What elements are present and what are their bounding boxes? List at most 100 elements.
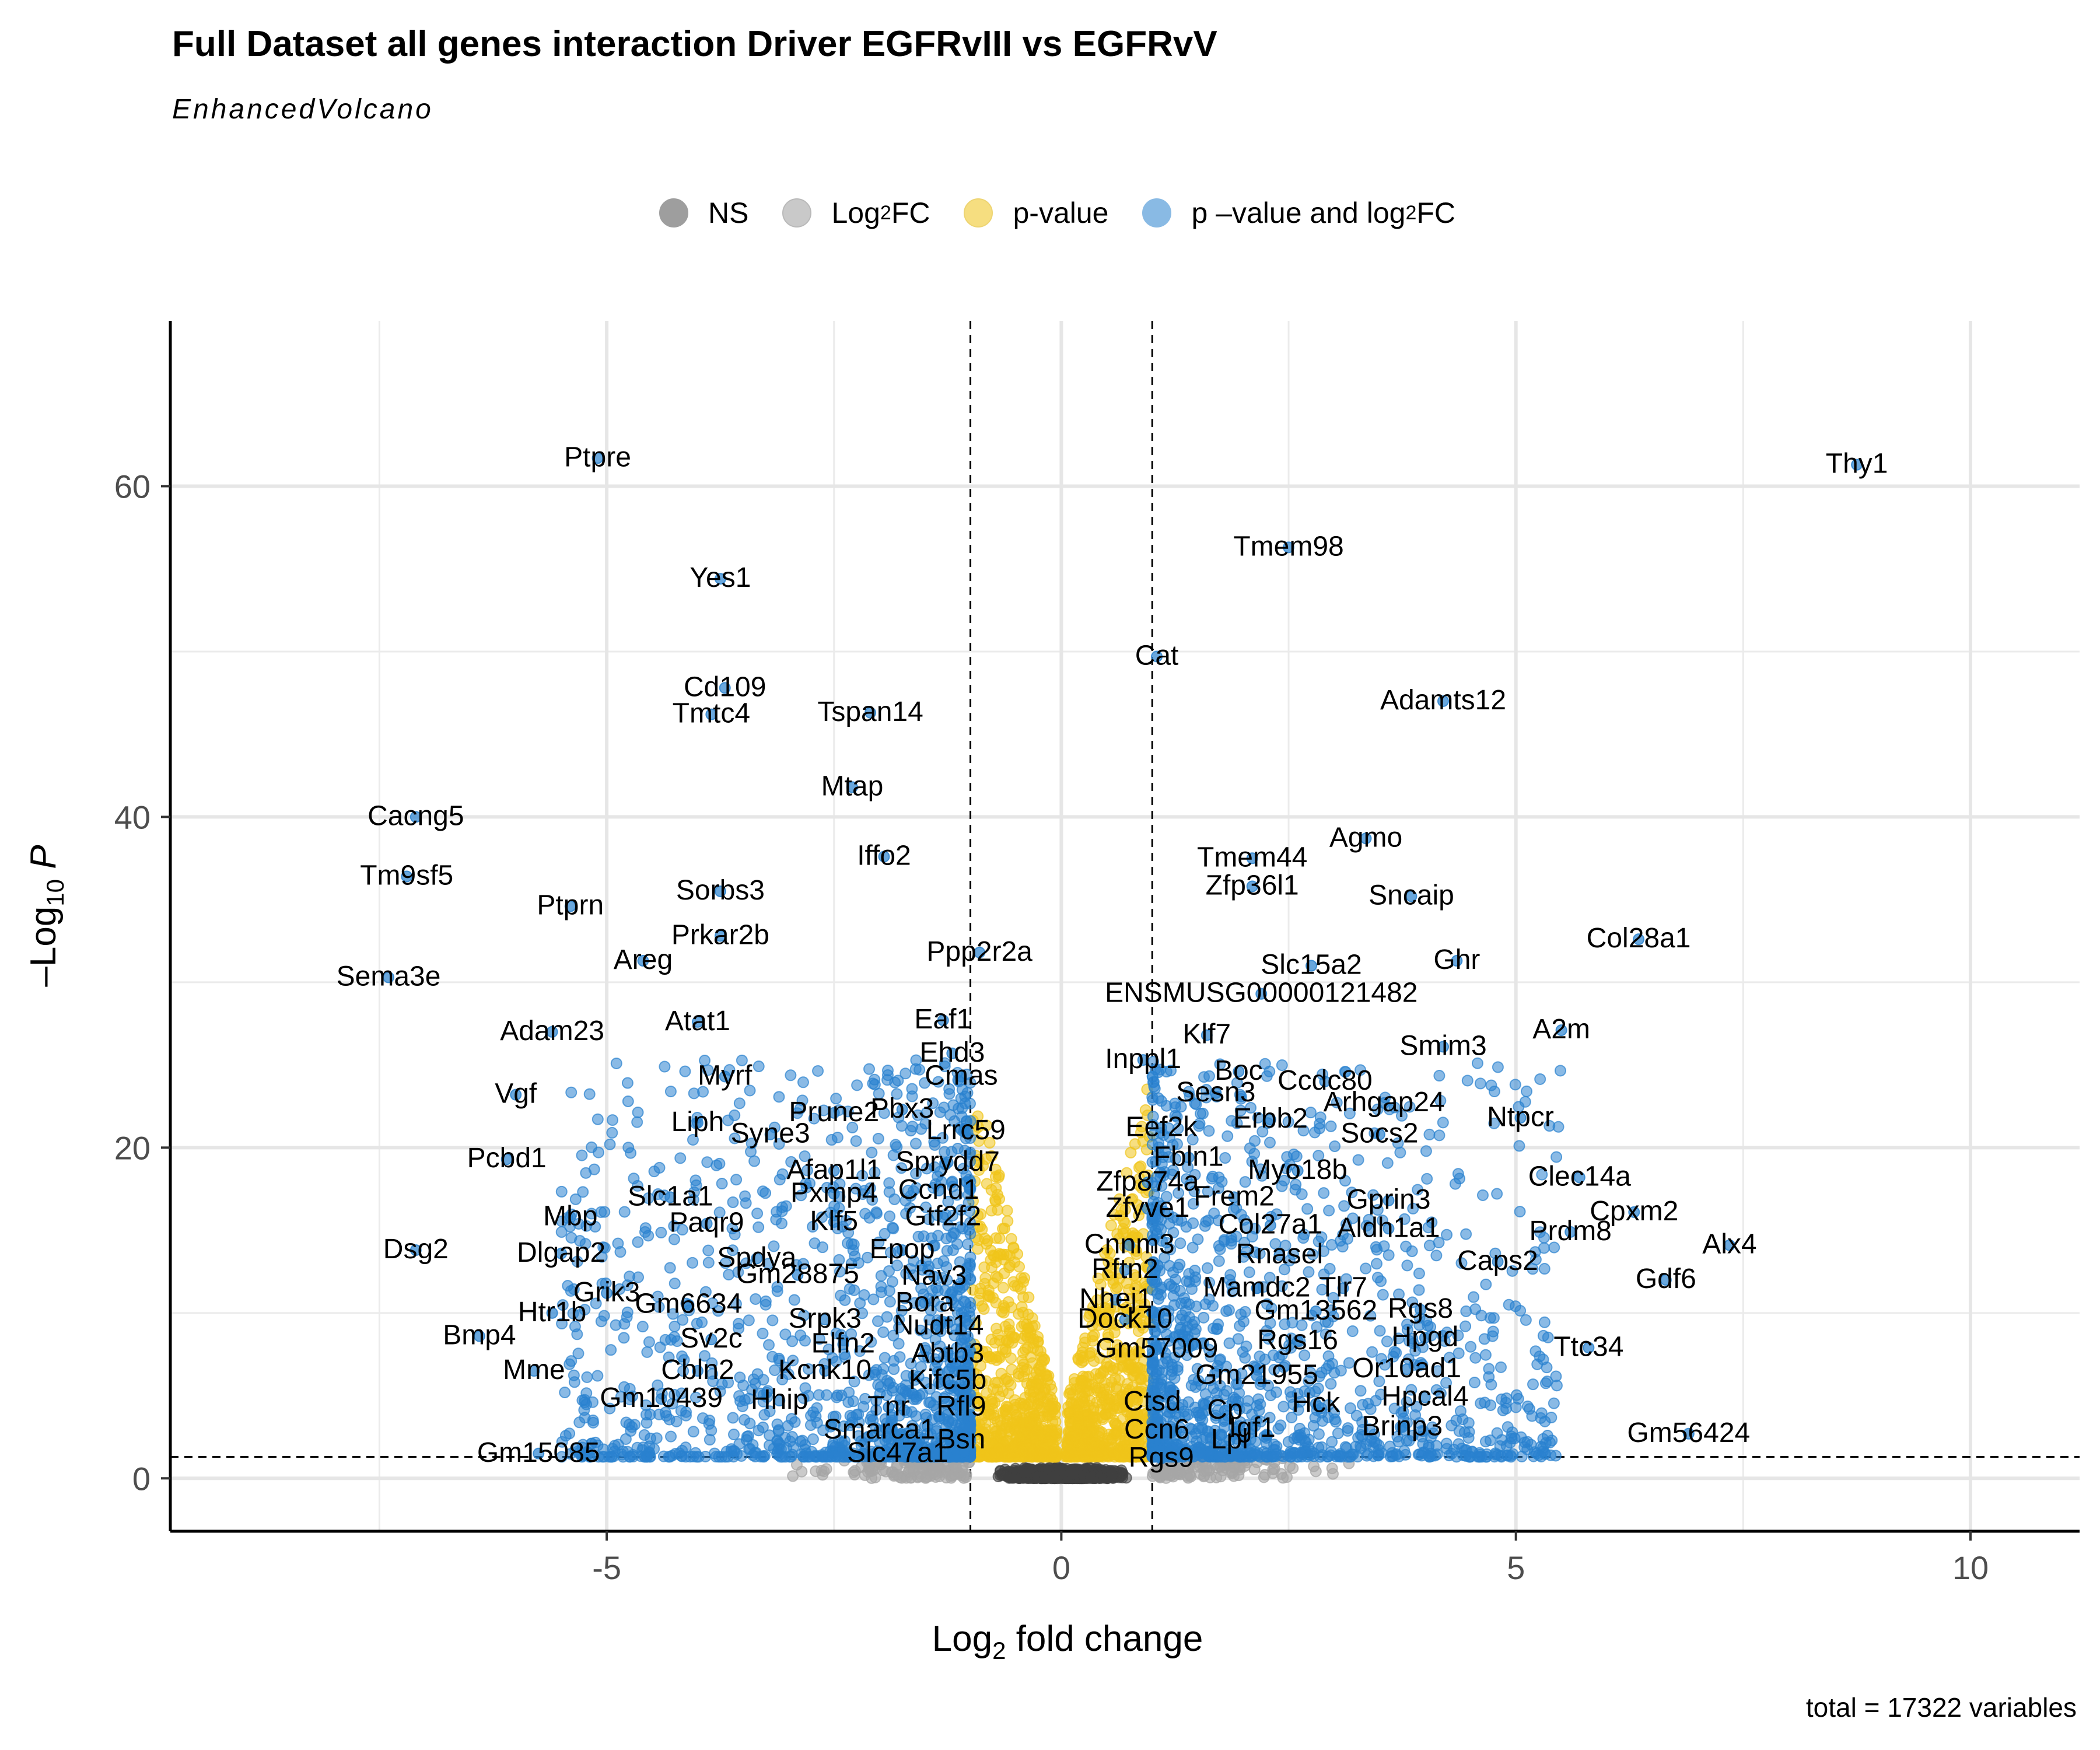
legend-label-log2fc: Log xyxy=(831,197,880,229)
point-pvalue-log2fc xyxy=(750,1293,762,1305)
point-pvalue-log2fc xyxy=(610,1057,622,1069)
point-pvalue-log2fc xyxy=(702,1256,715,1269)
point-pvalue-log2fc xyxy=(900,1068,912,1080)
point-pvalue-log2fc xyxy=(1318,1187,1330,1199)
point-pvalue-log2fc xyxy=(565,1086,578,1098)
point-pvalue-log2fc xyxy=(665,1334,677,1346)
point-pvalue-log2fc xyxy=(1538,1316,1550,1328)
point-pvalue xyxy=(991,1322,1003,1335)
point-pvalue-log2fc xyxy=(1423,1128,1436,1140)
point-pvalue-log2fc xyxy=(674,1152,687,1164)
point-pvalue-log2fc xyxy=(1527,1378,1539,1391)
point-pvalue-log2fc xyxy=(607,1114,619,1126)
legend-item-pvalue: p-value xyxy=(964,196,1108,230)
point-pvalue-log2fc xyxy=(1513,1140,1525,1152)
legend-label-pvalue-log2fc-sub: 2 xyxy=(1405,201,1417,224)
point-pvalue-log2fc xyxy=(622,1096,634,1108)
point-pvalue-log2fc xyxy=(1346,1325,1359,1338)
legend-label-pvalue-log2fc-rest: FC xyxy=(1416,197,1456,229)
point-log2fc xyxy=(1308,1460,1320,1472)
point-pvalue xyxy=(1021,1363,1033,1376)
point-pvalue-log2fc xyxy=(581,1371,593,1383)
point-pvalue xyxy=(992,1376,1004,1388)
point-pvalue-log2fc xyxy=(664,1086,677,1098)
legend-item-ns: NS xyxy=(659,196,748,230)
point-pvalue-log2fc xyxy=(1535,1412,1547,1424)
point-pvalue-log2fc xyxy=(733,1097,746,1110)
point-pvalue xyxy=(1124,1362,1136,1374)
point-pvalue-log2fc xyxy=(679,1065,691,1077)
point-pvalue-log2fc xyxy=(1485,1378,1497,1391)
point-pvalue-log2fc xyxy=(576,1149,588,1161)
point-pvalue xyxy=(988,1409,1000,1422)
point-pvalue-log2fc xyxy=(1278,1401,1290,1413)
point-pvalue-log2fc xyxy=(705,1424,718,1437)
point-pvalue-log2fc xyxy=(1503,1298,1515,1311)
point-pvalue-log2fc xyxy=(1458,1426,1471,1438)
point-pvalue xyxy=(993,1232,1006,1244)
point-pvalue-log2fc xyxy=(1213,1255,1225,1267)
point-pvalue-log2fc xyxy=(1461,1074,1474,1087)
point-pvalue-log2fc xyxy=(739,1190,751,1202)
point-pvalue-log2fc xyxy=(863,1063,875,1075)
point-pvalue-log2fc xyxy=(654,1341,666,1353)
point-pvalue xyxy=(993,1442,1006,1454)
point-pvalue-log2fc xyxy=(568,1369,580,1381)
point-pvalue-log2fc xyxy=(1342,1424,1354,1437)
point-log2fc xyxy=(950,1461,962,1474)
point-pvalue-log2fc xyxy=(1354,1440,1367,1452)
point-pvalue-log2fc xyxy=(1192,1233,1204,1245)
point-pvalue-log2fc xyxy=(632,1106,644,1118)
point-pvalue xyxy=(1072,1352,1084,1364)
point-pvalue xyxy=(1027,1444,1040,1457)
point-pvalue-log2fc xyxy=(1370,1258,1382,1270)
legend-label-ns: NS xyxy=(708,197,749,229)
point-pvalue-log2fc xyxy=(727,1196,739,1209)
point-pvalue xyxy=(1034,1345,1046,1357)
point-pvalue-log2fc xyxy=(1413,1268,1425,1280)
point-pvalue xyxy=(1060,1451,1072,1463)
point-pvalue-log2fc xyxy=(752,1424,765,1437)
point-pvalue xyxy=(1068,1377,1080,1389)
point-pvalue-log2fc xyxy=(1521,1085,1533,1097)
point-pvalue xyxy=(985,1450,997,1462)
point-pvalue-log2fc xyxy=(888,1354,900,1367)
point-pvalue-log2fc xyxy=(631,1116,643,1128)
point-pvalue-log2fc xyxy=(842,1396,855,1408)
point-pvalue-log2fc xyxy=(1520,1314,1532,1326)
point-pvalue-log2fc xyxy=(1460,1228,1472,1240)
point-pvalue xyxy=(1019,1343,1031,1356)
point-pvalue xyxy=(1021,1332,1034,1344)
point-pvalue xyxy=(997,1282,1009,1294)
point-pvalue xyxy=(992,1204,1004,1216)
chart-subtitle: EnhancedVolcano xyxy=(172,94,433,125)
point-pvalue-log2fc xyxy=(760,1187,772,1199)
point-pvalue-log2fc xyxy=(728,1429,740,1441)
point-pvalue-log2fc xyxy=(701,1156,713,1168)
point-log2fc xyxy=(1287,1462,1299,1474)
point-log2fc xyxy=(891,1469,904,1481)
point-pvalue-log2fc xyxy=(1441,1228,1453,1241)
point-pvalue-log2fc xyxy=(825,1134,838,1146)
point-pvalue-log2fc xyxy=(604,1138,616,1150)
point-pvalue-log2fc xyxy=(583,1088,596,1100)
point-pvalue-log2fc xyxy=(1202,1214,1214,1227)
point-pvalue xyxy=(1049,1416,1062,1428)
point-pvalue-log2fc xyxy=(1514,1206,1526,1218)
point-pvalue-log2fc xyxy=(1433,1070,1446,1082)
point-pvalue-log2fc xyxy=(961,1238,974,1251)
point-log2fc xyxy=(1200,1465,1213,1477)
chart-title: Full Dataset all genes interaction Drive… xyxy=(172,24,1217,64)
point-pvalue-log2fc xyxy=(1538,1263,1550,1275)
point-pvalue-log2fc xyxy=(872,1132,884,1144)
point-pvalue xyxy=(1004,1250,1016,1262)
point-pvalue-log2fc xyxy=(1548,1397,1560,1409)
point-pvalue-log2fc xyxy=(743,1314,755,1326)
point-pvalue-log2fc xyxy=(586,1141,598,1153)
point-ns xyxy=(1083,1471,1096,1483)
point-pvalue-log2fc xyxy=(785,1069,797,1082)
point-pvalue-log2fc xyxy=(592,1113,604,1125)
point-pvalue-log2fc xyxy=(757,1327,769,1339)
point-pvalue-log2fc xyxy=(1433,1129,1446,1142)
point-pvalue xyxy=(1003,1261,1015,1273)
